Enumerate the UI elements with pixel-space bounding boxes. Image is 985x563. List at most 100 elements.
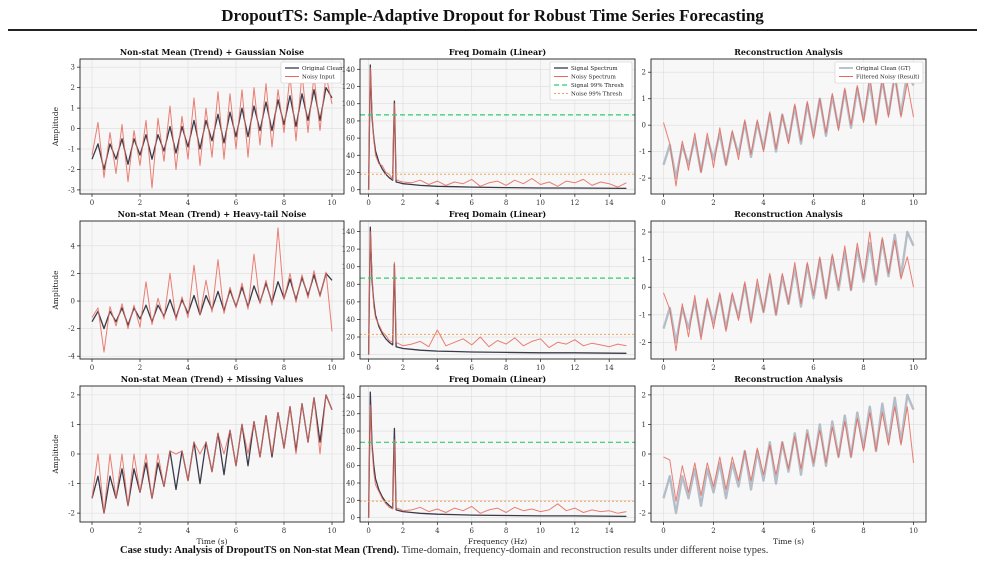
- y-tick-label: 0: [71, 451, 75, 459]
- x-tick-label: 8: [282, 364, 286, 372]
- y-tick-label: -3: [68, 186, 75, 194]
- x-tick-label: 4: [186, 527, 191, 535]
- y-tick-label: 140: [342, 66, 355, 74]
- x-axis-label: Frequency (Hz): [468, 537, 527, 546]
- x-tick-label: 6: [234, 199, 239, 207]
- y-tick-label: 0: [71, 125, 75, 133]
- x-tick-label: 2: [401, 527, 405, 535]
- x-tick-label: 6: [469, 199, 474, 207]
- caption-bold: Case study: Analysis of DropoutTS on Non…: [120, 545, 400, 556]
- y-tick-label: 2: [71, 391, 75, 399]
- series-line-noisy: [91, 72, 333, 189]
- legend: Original Clean Noisy Input: [280, 61, 343, 84]
- plot-background: [651, 221, 926, 359]
- y-tick-label: 140: [342, 393, 355, 401]
- y-tick-label: 1: [71, 105, 75, 113]
- x-tick-label: 10: [328, 527, 337, 535]
- x-tick-label: 0: [90, 364, 94, 372]
- plot-frame: [359, 385, 636, 523]
- y-tick-label: 0: [351, 186, 355, 194]
- x-tick-label: 2: [711, 527, 715, 535]
- title-rule: [8, 29, 977, 31]
- y-tick-label: 1: [642, 421, 646, 429]
- series-line-gt: [662, 393, 915, 515]
- x-tick-label: 0: [90, 199, 94, 207]
- x-tick-label: 8: [282, 199, 286, 207]
- y-tick-label: 100: [342, 263, 355, 271]
- x-tick-label: 2: [401, 199, 405, 207]
- x-tick-label: 12: [570, 527, 579, 535]
- legend-label: Signal Spectrum: [571, 66, 618, 72]
- y-tick-label: 60: [346, 462, 355, 470]
- chart-recon-missing: 0 2 4 6 8 10 -2 -1 0 1 2 Reconstruction Analysis Tim…: [639, 374, 927, 546]
- y-tick-label: 1: [642, 95, 646, 103]
- x-axis-label: Time (s): [196, 537, 227, 546]
- x-tick-label: 0: [90, 527, 94, 535]
- x-tick-label: 6: [469, 527, 474, 535]
- x-tick-label: 2: [138, 199, 142, 207]
- y-tick-label: 2: [642, 391, 646, 399]
- y-tick-label: 2: [642, 229, 646, 237]
- y-tick-label: 2: [642, 69, 646, 77]
- y-tick-label: 0: [351, 514, 355, 522]
- y-axis-label: Amplitude: [51, 434, 60, 475]
- y-tick-label: 2: [71, 270, 75, 278]
- chart-title: Freq Domain (Linear): [449, 374, 547, 384]
- y-tick-label: 20: [346, 497, 355, 505]
- x-tick-label: 10: [909, 527, 918, 535]
- y-tick-label: 60: [346, 298, 355, 306]
- x-tick-label: 4: [435, 199, 440, 207]
- y-tick-label: 80: [346, 445, 355, 453]
- plot-frame: [650, 385, 927, 523]
- x-tick-label: 4: [186, 364, 191, 372]
- x-tick-label: 8: [504, 199, 508, 207]
- x-tick-label: 12: [570, 364, 579, 372]
- legend-label: Original Clean (GT): [856, 65, 911, 72]
- y-tick-label: 0: [642, 451, 646, 459]
- y-tick-label: 20: [346, 334, 355, 342]
- y-tick-label: -2: [68, 325, 75, 333]
- plot-frame: [79, 220, 345, 360]
- chart-time-heavytail: 0 2 4 6 8 10 -4 -2 0 2 4 Non-stat Mean (Trend) + He…: [51, 209, 345, 372]
- x-tick-label: 12: [570, 199, 579, 207]
- x-tick-label: 0: [366, 199, 370, 207]
- legend-label: Signal 99% Thresh: [571, 83, 624, 89]
- series-line-noisy: [663, 231, 914, 352]
- x-tick-label: 0: [661, 364, 665, 372]
- plot-frame: [79, 385, 345, 523]
- x-tick-label: 0: [366, 364, 370, 372]
- y-tick-label: 20: [346, 169, 355, 177]
- x-tick-label: 6: [234, 527, 239, 535]
- y-tick-label: 0: [642, 122, 646, 130]
- chart-title: Freq Domain (Linear): [449, 209, 547, 219]
- chart-title: Non-stat Mean (Trend) + Gaussian Noise: [120, 47, 304, 57]
- x-tick-label: 0: [661, 199, 665, 207]
- x-tick-label: 2: [138, 364, 142, 372]
- y-tick-label: 40: [346, 152, 355, 160]
- x-tick-label: 10: [328, 364, 337, 372]
- legend-label: Original Clean: [302, 66, 343, 72]
- x-tick-label: 4: [435, 364, 440, 372]
- chart-title: Freq Domain (Linear): [449, 47, 547, 57]
- chart-recon-heavytail: 0 2 4 6 8 10 -2 -1 0 1 2 Reconstruction Analysis: [639, 209, 927, 372]
- y-tick-label: -1: [639, 148, 646, 156]
- x-tick-label: 4: [761, 527, 766, 535]
- y-tick-label: -4: [68, 353, 75, 361]
- y-tick-label: 40: [346, 480, 355, 488]
- plot-background: [80, 221, 344, 359]
- x-tick-label: 6: [811, 527, 816, 535]
- plot-background: [360, 386, 635, 522]
- chart-title: Non-stat Mean (Trend) + Missing Values: [121, 374, 304, 384]
- y-tick-label: -1: [639, 311, 646, 319]
- x-tick-label: 4: [186, 199, 191, 207]
- chart-title: Reconstruction Analysis: [734, 209, 843, 219]
- series-line-noisy: [91, 394, 333, 514]
- x-tick-label: 4: [435, 527, 440, 535]
- y-axis-label: Amplitude: [51, 106, 60, 147]
- y-tick-label: 120: [342, 410, 355, 418]
- x-tick-label: 2: [401, 364, 405, 372]
- legend: Signal Spectrum Noisy Spectrum Signal 99% …: [549, 61, 633, 101]
- y-tick-label: 80: [346, 117, 355, 125]
